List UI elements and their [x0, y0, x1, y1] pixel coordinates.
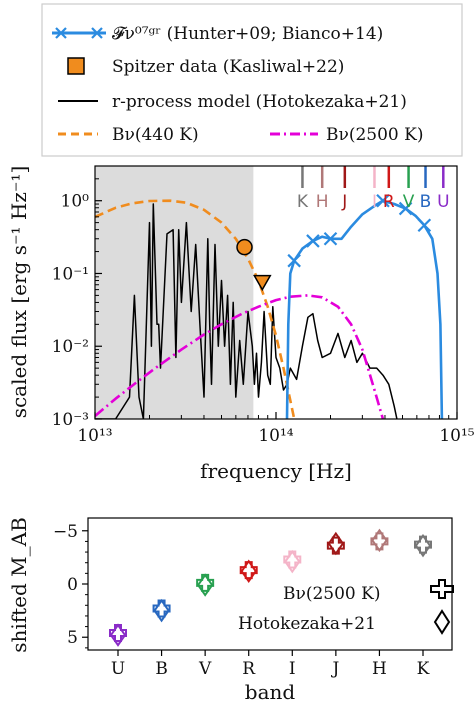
bottom-legend-plus-icon [430, 579, 454, 599]
legend-frame [41, 3, 463, 157]
blue-x-marker-0 [287, 253, 301, 268]
blue-x-marker-3 [376, 193, 390, 208]
legend-entry-rprocess: r-process model (Hotokezaka+21) [58, 92, 407, 112]
band-label-R: R [383, 192, 395, 212]
bottom-markers-layer [109, 528, 432, 647]
band-label-J: J [341, 192, 347, 212]
bottom-plot: U B V R I J H K −5 0 5 band shifted M_AB Bν(2500 K… [7, 517, 454, 704]
blue-x-marker-2 [323, 231, 338, 246]
diamond-marker-U [109, 623, 127, 647]
blue-x-marker-5 [417, 218, 432, 233]
legend-entry-bnu2500: Bν(2500 K) [270, 125, 423, 145]
plus-marker-J [326, 536, 345, 555]
plus-marker-U [109, 623, 127, 642]
diamond-marker-B [153, 598, 170, 623]
top-x-tick-label-0: 10¹³ [77, 426, 112, 446]
legend: 𝓕ν⁰⁷ᵍʳ (Hunter+09; Bianco+14) Spitzer da… [41, 3, 463, 157]
bottom-y-tick-label-2: 5 [67, 628, 78, 648]
plus-marker-K [414, 535, 432, 554]
top-y-axis-label: scaled flux [erg s⁻¹ Hz⁻¹] [7, 166, 31, 419]
legend-label-rprocess: r-process model (Hotokezaka+21) [112, 92, 407, 112]
bottom-legend-label-hotokezaka: Hotokezaka+21 [238, 614, 376, 634]
legend-swatch-x-markers [55, 27, 103, 39]
bottom-x-tick-label-V: V [198, 659, 212, 679]
legend-entry-bnu440: Bν(440 K) [58, 125, 199, 145]
plus-marker-I [283, 550, 302, 569]
legend-entry-spitzer: Spitzer data (Kasliwal+22) [67, 57, 344, 77]
top-axes: 10¹³ 10¹⁴ 10¹⁵ 10⁰ 10⁻¹ 10⁻² 10⁻³ [52, 165, 474, 446]
plus-marker-R [239, 561, 258, 580]
series-line-3 [95, 203, 398, 419]
bottom-x-tick-label-U: U [111, 659, 125, 679]
band-label-B: B [420, 192, 432, 212]
top-series-layer [95, 193, 444, 419]
bottom-legend-diamond-icon [433, 609, 451, 635]
diamond-marker-V [196, 573, 214, 597]
bottom-x-tick-label-H: H [372, 659, 387, 679]
bottom-y-tick-label-1: 0 [67, 575, 78, 595]
band-label-V: V [403, 192, 415, 212]
spitzer-marker-0 [236, 238, 253, 256]
top-x-axis-label: frequency [Hz] [200, 459, 352, 483]
bottom-y-tick-label-0: −5 [53, 522, 78, 542]
legend-label-hunter: 𝓕ν⁰⁷ᵍʳ (Hunter+09; Bianco+14) [112, 24, 383, 44]
bottom-legend: Bν(2500 K) Hotokezaka+21 [238, 579, 454, 635]
legend-label-bnu2500: Bν(2500 K) [326, 125, 423, 145]
bottom-y-axis-label: shifted M_AB [7, 517, 31, 653]
spitzer-marker-1 [253, 274, 272, 292]
bottom-x-tick-label-I: I [289, 659, 296, 679]
top-markers-layer [236, 238, 272, 292]
bottom-x-tick-label-K: K [417, 659, 430, 679]
top-x-tick-label-2: 10¹⁵ [439, 426, 474, 446]
top-y-tick-label-0: 10⁰ [61, 192, 90, 212]
bottom-axes: U B V R I J H K −5 0 5 [53, 522, 430, 679]
legend-label-bnu440: Bν(440 K) [112, 125, 199, 145]
diamond-marker-I [284, 549, 301, 574]
bottom-legend-label-bnu2500: Bν(2500 K) [283, 584, 380, 604]
band-label-K: K [297, 192, 309, 212]
plus-marker-H [370, 532, 389, 551]
legend-entry-hunter: 𝓕ν⁰⁷ᵍʳ (Hunter+09; Bianco+14) [52, 24, 383, 44]
top-y-tick-label-3: 10⁻³ [52, 410, 89, 430]
band-label-U: U [437, 192, 449, 212]
legend-swatch-orange-square [67, 57, 85, 75]
bottom-x-tick-label-R: R [242, 659, 256, 679]
top-y-tick-label-2: 10⁻² [52, 337, 89, 357]
band-label-I: I [372, 192, 377, 212]
bottom-x-tick-label-B: B [155, 659, 168, 679]
plus-marker-B [152, 599, 171, 618]
top-y-tick-label-1: 10⁻¹ [52, 264, 89, 284]
top-x-tick-label-1: 10¹⁴ [258, 426, 293, 446]
series-line-0 [95, 199, 296, 419]
plus-marker-V [196, 573, 215, 592]
bottom-x-tick-label-J: J [330, 659, 339, 679]
band-label-H: H [316, 192, 329, 212]
blue-x-marker-1 [306, 234, 320, 248]
series-line-2 [285, 199, 444, 419]
legend-label-spitzer: Spitzer data (Kasliwal+22) [112, 57, 344, 77]
bottom-x-axis-label: band [245, 680, 296, 704]
blue-x-marker-4 [398, 201, 413, 216]
